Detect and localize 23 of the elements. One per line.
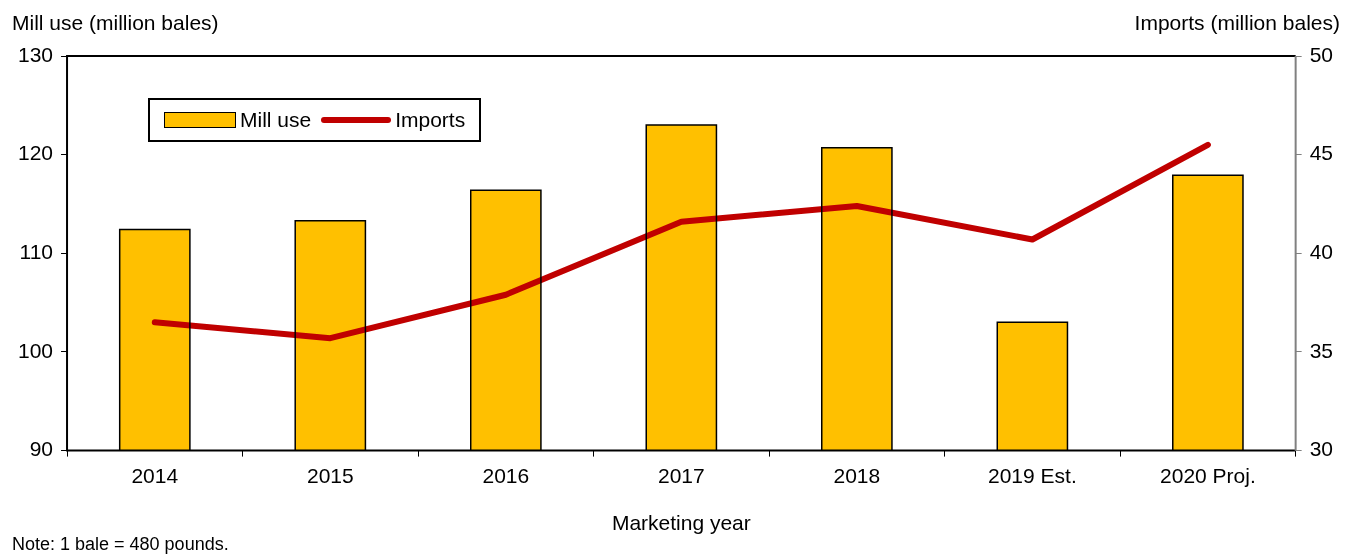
x-tick-label: 2014 [131, 464, 179, 487]
x-tick-label: 2020 Proj. [1160, 464, 1256, 487]
y-tick-label: 130 [17, 42, 54, 66]
y2-tick-label: 45 [1309, 141, 1333, 165]
legend-label: Imports [395, 108, 466, 132]
y-tick-label: 110 [19, 240, 54, 264]
y-tick-label: 120 [17, 141, 54, 165]
text: Note: 1 bale = 480 pounds. [12, 534, 229, 554]
y2-tick-label: 40 [1309, 240, 1333, 264]
x-tick-label: 2019 Est. [988, 464, 1077, 487]
x-tick-label: 2018 [833, 464, 881, 487]
y-tick-label: 100 [17, 338, 54, 362]
legend-label: Mill use [240, 108, 312, 132]
y2-axis-title: Imports (million bales) [1134, 11, 1340, 34]
x-tick-label: 2015 [306, 464, 354, 487]
x-axis-title: Marketing year [611, 511, 751, 535]
y2-tick-label: 50 [1309, 42, 1333, 66]
x-tick-label: 2017 [657, 464, 705, 487]
y2-tick-label: 30 [1309, 437, 1333, 461]
y2-tick-label: 35 [1309, 338, 1333, 362]
y-axis-title: Mill use (million bales) [12, 11, 219, 34]
y-tick-label: 90 [29, 437, 54, 461]
x-tick-label: 2016 [482, 464, 530, 487]
